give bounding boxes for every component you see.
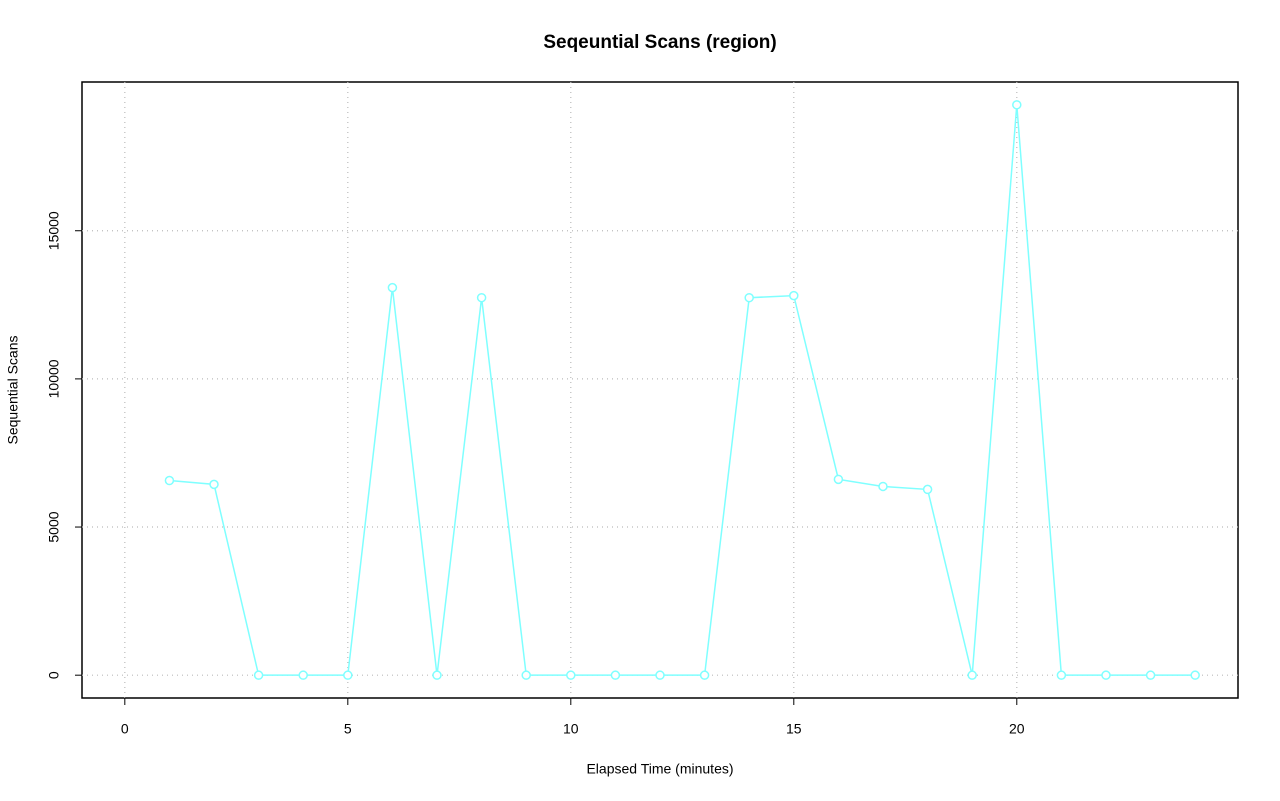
x-tick-label: 5 — [344, 721, 352, 737]
point — [298, 670, 308, 680]
point — [699, 670, 710, 680]
point — [789, 290, 799, 301]
y-tick-label: 15000 — [46, 211, 62, 250]
y-tick-label: 10000 — [46, 359, 62, 398]
x-tick-label: 20 — [1009, 721, 1025, 737]
point — [655, 670, 665, 680]
point — [1101, 670, 1111, 680]
point — [209, 479, 219, 490]
y-tick-label: 5000 — [46, 511, 62, 542]
point — [343, 670, 353, 680]
chart-title: Seqeuntial Scans (region) — [543, 32, 776, 53]
plot-frame — [81, 81, 1239, 699]
series-line — [169, 104, 1196, 676]
point — [476, 292, 487, 303]
point — [1056, 670, 1067, 680]
point — [253, 670, 264, 680]
x-tick-label: 0 — [121, 721, 129, 737]
point — [521, 670, 531, 680]
point — [610, 670, 621, 680]
point — [922, 484, 933, 495]
point — [744, 292, 754, 303]
x-tick-label: 10 — [563, 721, 579, 737]
point — [387, 282, 398, 293]
y-tick-label: 0 — [46, 671, 62, 679]
y-axis-label: Sequential Scans — [5, 336, 21, 445]
point — [878, 481, 888, 492]
point — [1190, 670, 1200, 680]
point — [566, 670, 576, 680]
point — [432, 670, 442, 680]
point — [1012, 100, 1022, 110]
x-axis-label: Elapsed Time (minutes) — [586, 761, 733, 777]
point — [1145, 670, 1156, 680]
point — [833, 474, 844, 485]
point — [967, 670, 977, 680]
x-tick-label: 15 — [786, 721, 802, 737]
point — [164, 475, 175, 486]
